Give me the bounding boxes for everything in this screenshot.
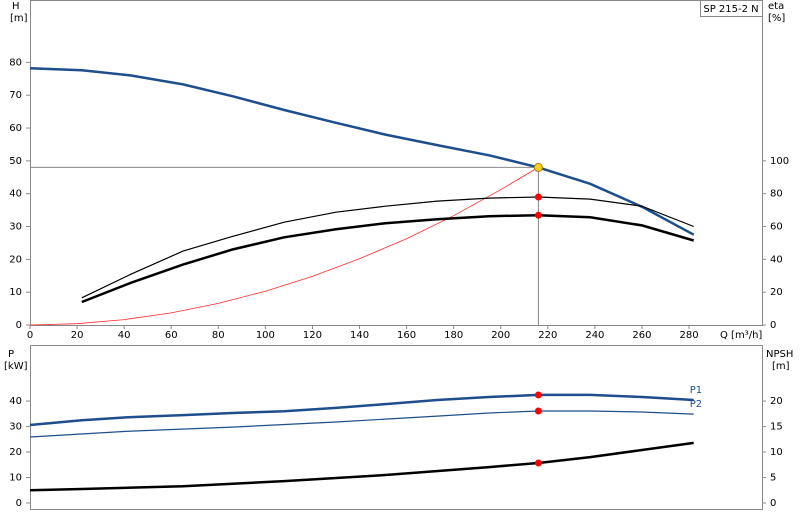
y2-tick-label: 60 (770, 222, 783, 233)
y2-tick-label: 10 (770, 447, 783, 458)
y2-tick-label: 15 (770, 422, 783, 433)
x-tick-label: 280 (679, 330, 698, 341)
y2-tick-label: 0 (770, 320, 776, 331)
y2-tick-label: 20 (770, 287, 783, 298)
y2-tick-label: 20 (770, 396, 783, 407)
x-tick-label: 80 (212, 330, 225, 341)
y-tick-label: 20 (9, 254, 22, 265)
x-tick-label: 100 (256, 330, 275, 341)
curve (29, 441, 694, 492)
series-label: P2 (690, 399, 702, 410)
y2-tick-label: 5 (770, 473, 776, 484)
x-tick-label: 160 (397, 330, 416, 341)
duty-point (533, 162, 543, 172)
x-tick-label: 260 (632, 330, 651, 341)
curve (29, 393, 694, 427)
y-tick-label: 60 (9, 123, 22, 134)
x-tick-label: 180 (444, 330, 463, 341)
curve (29, 410, 694, 438)
title-box (700, 0, 763, 17)
point (534, 407, 542, 415)
x-tick-label: 120 (303, 330, 322, 341)
y-tick-label: 70 (9, 90, 22, 101)
y2-unit: [m] (772, 361, 790, 372)
series-label: P1 (690, 385, 702, 396)
y2-tick-label: 40 (770, 254, 783, 265)
x-tick-label: 20 (71, 330, 84, 341)
y-label: H (12, 1, 20, 12)
y-tick-label: 80 (9, 57, 22, 68)
y-tick-label: 10 (9, 473, 22, 484)
chart-title: SP 215-2 N (703, 4, 758, 15)
point (534, 211, 542, 219)
y-tick-label: 0 (16, 498, 22, 509)
y-tick-label: 20 (9, 447, 22, 458)
x-label: Q [m³/h] (720, 330, 762, 341)
x-tick-label: 240 (585, 330, 604, 341)
point (534, 459, 542, 467)
point (534, 391, 542, 399)
y2-tick-label: 80 (770, 189, 783, 200)
y-unit: [kW] (4, 361, 28, 372)
y2-tick-label: 0 (770, 498, 776, 509)
y2-tick-label: 100 (770, 156, 789, 167)
top-frame (30, 0, 763, 326)
x-tick-label: 0 (27, 330, 33, 341)
y2-unit: [%] (768, 13, 785, 24)
curve (29, 167, 539, 326)
y2-label: NPSH (766, 349, 793, 360)
x-tick-label: 140 (350, 330, 369, 341)
y2-label: eta (768, 1, 784, 12)
curve (81, 213, 695, 304)
y-unit: [m] (10, 13, 28, 24)
curve (29, 67, 695, 236)
y-tick-label: 0 (16, 320, 22, 331)
y-tick-label: 10 (9, 287, 22, 298)
y-tick-label: 40 (9, 189, 22, 200)
curve (81, 196, 694, 299)
x-tick-label: 60 (165, 330, 178, 341)
x-tick-label: 220 (538, 330, 557, 341)
y-tick-label: 30 (9, 222, 22, 233)
x-tick-label: 40 (118, 330, 131, 341)
x-tick-label: 200 (491, 330, 510, 341)
y-tick-label: 40 (9, 396, 22, 407)
point (534, 193, 542, 201)
y-tick-label: 30 (9, 422, 22, 433)
y-tick-label: 50 (9, 156, 22, 167)
y-label: P (8, 349, 14, 360)
bottom-frame (30, 345, 763, 510)
